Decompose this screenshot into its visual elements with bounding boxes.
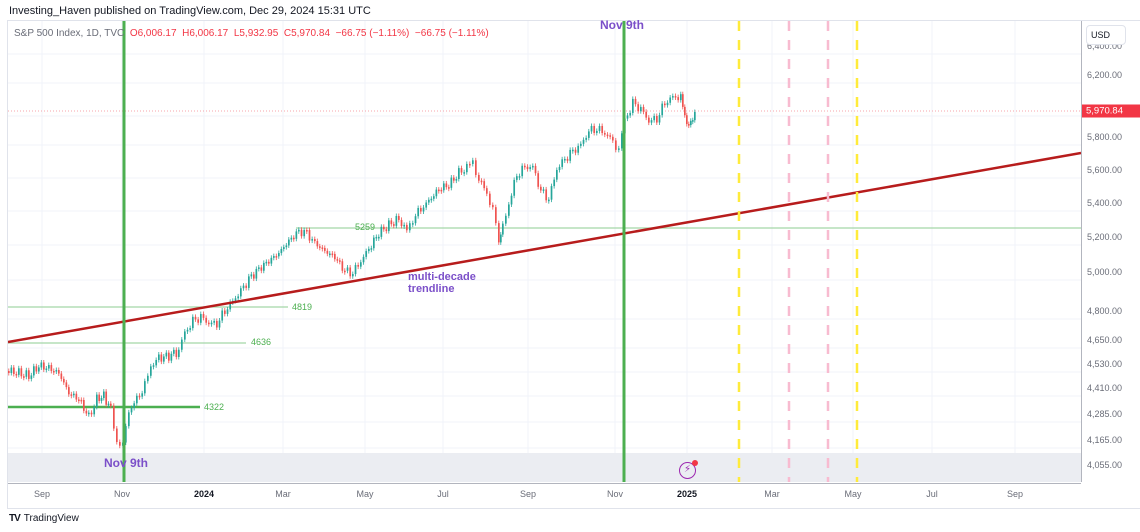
symbol-label: S&P 500 Index, 1D, TVC <box>14 28 125 39</box>
candlesticks <box>8 91 696 449</box>
annotation-trendline-line2: trendline <box>408 283 455 295</box>
notification-dot <box>692 460 698 466</box>
time-tick: May <box>356 489 374 499</box>
time-tick: 2024 <box>193 489 215 499</box>
chart-frame <box>7 20 1140 509</box>
price-tick: 4,530.00 <box>1087 359 1123 369</box>
time-tick: 2025 <box>676 489 698 499</box>
lightning-icon[interactable]: ⚡ <box>679 460 698 479</box>
price-chart[interactable] <box>8 21 1081 482</box>
annotation-trendline-line1: multi-decade <box>408 271 476 283</box>
time-tick: Nov <box>606 489 624 499</box>
price-tick: 5,800.00 <box>1087 132 1123 142</box>
time-tick: Nov <box>113 489 131 499</box>
price-tick: 4,055.00 <box>1087 460 1123 470</box>
currency-button[interactable]: USD <box>1086 25 1126 45</box>
price-tick: 5,400.00 <box>1087 198 1123 208</box>
level-label-4819: 4819 <box>292 302 313 312</box>
price-tick: 6,400.00 <box>1087 41 1123 51</box>
annotation-nov9-top: Nov 9th <box>600 18 645 32</box>
time-tick: Jul <box>437 489 449 499</box>
price-tick: 4,800.00 <box>1087 306 1123 316</box>
open-value: O6,006.17 <box>129 28 177 39</box>
low-value: L5,932.95 <box>233 28 279 39</box>
price-tick: 4,165.00 <box>1087 435 1123 445</box>
time-axis[interactable]: Sep Nov 2024 Mar May Jul Sep Nov 2025 Mar May Jul Se… <box>8 483 1081 507</box>
price-tick: 4,650.00 <box>1087 335 1123 345</box>
price-tick: 4,285.00 <box>1087 409 1123 419</box>
time-tick: Mar <box>275 489 291 499</box>
last-price-tag: 5,970.84 <box>1082 104 1140 118</box>
price-axis[interactable]: 6,400.006,200.006,000.005,800.005,600.00… <box>1081 21 1140 482</box>
level-label-4322: 4322 <box>204 402 225 412</box>
change-value: −66.75 (−1.11%) <box>335 28 410 39</box>
shaded-band <box>8 453 1081 482</box>
time-tick: Mar <box>764 489 780 499</box>
brand-name: TradingView <box>23 513 79 524</box>
price-tick: 4,410.00 <box>1087 383 1123 393</box>
close-value: C5,970.84 <box>283 28 331 39</box>
price-tick: 5,200.00 <box>1087 232 1123 242</box>
level-label-4636: 4636 <box>251 337 272 347</box>
chart-plot-area[interactable] <box>8 21 1081 482</box>
tradingview-logo-icon: TV <box>9 513 21 524</box>
time-tick: Sep <box>1006 489 1024 499</box>
time-tick: Sep <box>519 489 537 499</box>
price-tick: 5,600.00 <box>1087 165 1123 175</box>
ohlc-legend: S&P 500 Index, 1D, TVC O6,006.17 H6,006.… <box>14 28 489 39</box>
published-caption: Investing_Haven published on TradingView… <box>9 5 371 17</box>
grid-lines <box>8 21 1081 482</box>
time-tick: Jul <box>926 489 938 499</box>
level-label-5259: 5259 <box>355 222 376 232</box>
annotation-nov9-bottom: Nov 9th <box>104 456 149 470</box>
tradingview-footer[interactable]: TV TradingView <box>9 513 79 524</box>
time-tick: Sep <box>33 489 51 499</box>
price-tick: 5,000.00 <box>1087 267 1123 277</box>
high-value: H6,006.17 <box>182 28 229 39</box>
annotation-trendline: multi-decade trendline <box>408 271 476 295</box>
multi-decade-trendline <box>8 151 1081 344</box>
time-tick: May <box>844 489 862 499</box>
change-value-2: −66.75 (−1.11%) <box>414 28 489 39</box>
price-tick: 6,200.00 <box>1087 70 1123 80</box>
